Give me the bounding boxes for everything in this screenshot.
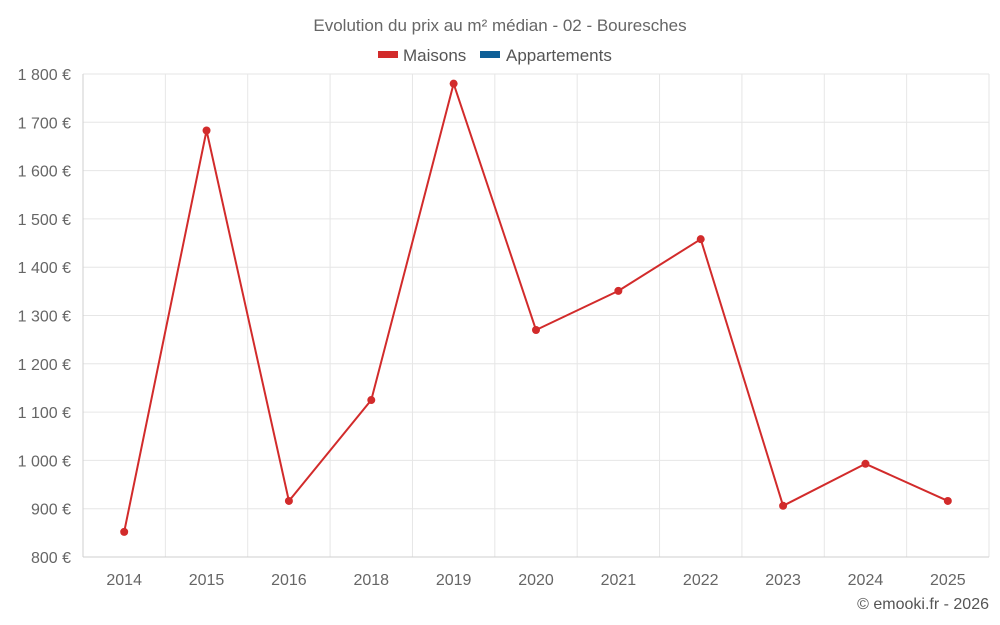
chart-title: Evolution du prix au m² médian - 02 - Bo… (313, 16, 686, 35)
data-point[interactable] (779, 501, 788, 510)
x-tick-label: 2016 (271, 572, 307, 589)
grid (82, 73, 990, 557)
credit-text: © emooki.fr - 2026 (857, 596, 989, 613)
y-tick-label: 1 000 € (18, 453, 71, 470)
x-tick-label: 2020 (518, 572, 554, 589)
x-tick-label: 2023 (765, 572, 801, 589)
y-tick-label: 800 € (31, 550, 71, 567)
y-tick-label: 1 500 € (18, 212, 71, 229)
data-point[interactable] (861, 459, 870, 468)
x-tick-label: 2015 (189, 572, 225, 589)
x-tick-label: 2022 (683, 572, 719, 589)
legend-label-maisons[interactable]: Maisons (403, 46, 466, 65)
data-point[interactable] (284, 496, 293, 505)
legend: Maisons Appartements (378, 46, 612, 65)
legend-swatch-maisons (378, 51, 398, 58)
data-point[interactable] (367, 396, 376, 405)
y-tick-label: 1 600 € (18, 164, 71, 181)
y-tick-label: 1 100 € (18, 405, 71, 422)
x-tick-label: 2024 (848, 572, 884, 589)
legend-label-appartements[interactable]: Appartements (506, 46, 612, 65)
legend-swatch-appartements (480, 51, 500, 58)
y-axis: 800 € 900 € 1 000 € 1 100 € 1 200 € 1 300 € 1 … (18, 67, 84, 567)
x-axis: 2014 2015 2016 2018 2019 2020 2021 2022 2023 2024… (83, 556, 989, 589)
y-tick-label: 1 300 € (18, 309, 71, 326)
x-tick-label: 2021 (601, 572, 637, 589)
data-point[interactable] (202, 126, 211, 135)
data-point[interactable] (614, 286, 623, 295)
data-point[interactable] (696, 235, 705, 244)
x-tick-label: 2014 (106, 572, 142, 589)
y-tick-label: 1 800 € (18, 67, 71, 84)
y-tick-label: 1 400 € (18, 260, 71, 277)
data-point[interactable] (120, 527, 129, 536)
x-tick-label: 2025 (930, 572, 966, 589)
y-tick-label: 1 700 € (18, 115, 71, 132)
y-tick-label: 900 € (31, 502, 71, 519)
y-tick-label: 1 200 € (18, 357, 71, 374)
x-tick-label: 2018 (353, 572, 389, 589)
x-tick-label: 2019 (436, 572, 472, 589)
data-point[interactable] (943, 496, 952, 505)
series-maisons (120, 79, 952, 536)
data-point[interactable] (532, 325, 540, 334)
data-point[interactable] (449, 79, 458, 88)
